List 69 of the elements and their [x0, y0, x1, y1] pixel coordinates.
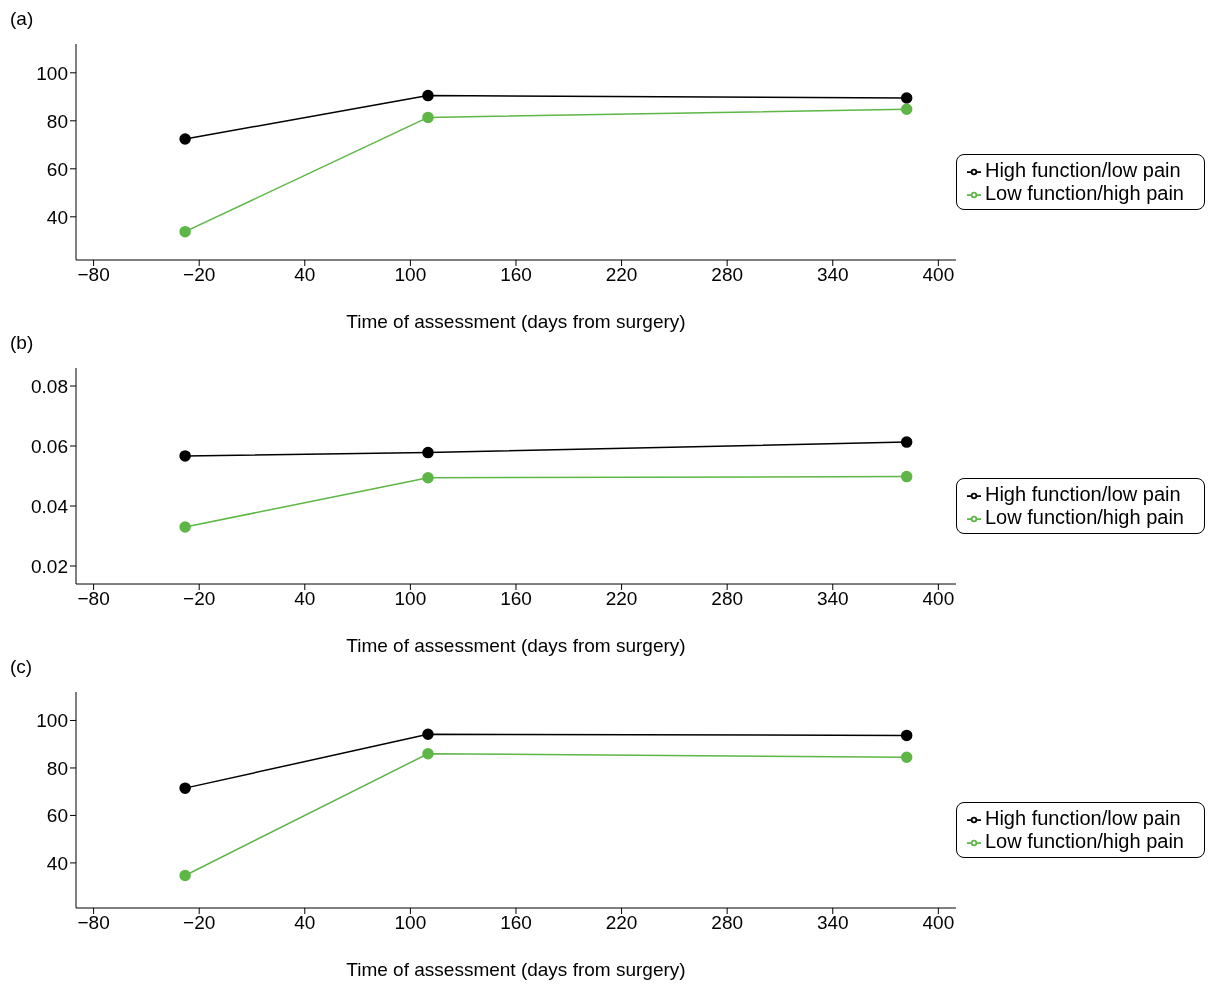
x-tick-label: 220	[605, 588, 638, 610]
y-tick-label: 100	[36, 710, 68, 732]
x-tick-label: 400	[922, 912, 955, 934]
point	[179, 225, 191, 238]
legend-label: Low function/high pain	[984, 182, 1184, 204]
x-tick-label: 280	[711, 912, 744, 934]
x-tick-label: 280	[711, 264, 744, 286]
y-tick-label: 0.04	[31, 495, 69, 517]
point	[422, 747, 434, 760]
x-tick-label: 160	[500, 588, 532, 610]
x-tick-label: 100	[394, 264, 427, 286]
x-tick-label: −80	[77, 912, 110, 934]
point	[900, 470, 913, 483]
x-tick-label: 340	[816, 264, 849, 286]
x-tick-label: 160	[500, 912, 532, 934]
x-tick-label: −20	[183, 912, 216, 934]
point	[900, 729, 913, 742]
legend-label: Low function/high pain	[984, 506, 1184, 528]
y-tick-label: 0.02	[31, 555, 68, 577]
x-axis-title: Time of assessment (days from surgery)	[346, 635, 686, 656]
chart-title: (a)	[9, 8, 35, 31]
x-tick-label: 280	[711, 588, 744, 610]
point	[179, 782, 191, 794]
legend-label: High function/low pain	[984, 807, 1181, 829]
point	[179, 869, 191, 882]
point	[900, 92, 913, 104]
legend-label: High function/low pain	[984, 159, 1181, 181]
x-tick-label: −80	[77, 588, 110, 610]
x-tick-label: 220	[605, 264, 638, 286]
x-tick-label: 100	[394, 912, 427, 934]
x-tick-label: 40	[294, 912, 316, 934]
point	[422, 111, 434, 124]
x-tick-label: 400	[922, 588, 955, 610]
legend-label: High function/low pain	[984, 483, 1181, 505]
x-tick-label: 160	[500, 264, 532, 286]
x-tick-label: −20	[183, 264, 216, 286]
x-tick-label: −20	[183, 588, 216, 610]
y-tick-label: 40	[46, 852, 68, 874]
y-tick-label: 80	[46, 110, 68, 132]
point	[900, 103, 913, 116]
chart-title: (c)	[9, 656, 34, 679]
x-tick-label: 400	[922, 264, 955, 286]
point	[179, 133, 191, 145]
x-tick-label: 40	[294, 264, 316, 286]
point	[179, 450, 191, 462]
x-tick-label: 340	[816, 912, 849, 934]
x-axis-title: Time of assessment (days from surgery)	[346, 959, 686, 980]
y-tick-label: 80	[46, 757, 68, 779]
y-tick-label: 40	[46, 206, 68, 228]
point	[422, 728, 434, 740]
point	[179, 521, 191, 533]
point	[900, 751, 913, 764]
y-tick-label: 60	[46, 158, 68, 180]
y-tick-label: 100	[36, 62, 68, 84]
y-tick-label: 0.08	[31, 375, 68, 397]
point	[422, 446, 434, 459]
x-tick-label: −80	[77, 264, 110, 286]
point	[900, 436, 913, 448]
y-tick-label: 0.06	[31, 435, 68, 457]
y-tick-label: 60	[46, 805, 68, 827]
legend-label: Low function/high pain	[984, 830, 1184, 852]
x-tick-label: 100	[394, 588, 427, 610]
x-tick-label: 340	[816, 588, 849, 610]
point	[422, 89, 434, 102]
x-tick-label: 220	[605, 912, 638, 934]
x-axis-title: Time of assessment (days from surgery)	[346, 311, 686, 332]
point	[422, 472, 434, 484]
chart-title: (b)	[9, 332, 35, 355]
x-tick-label: 40	[294, 588, 316, 610]
